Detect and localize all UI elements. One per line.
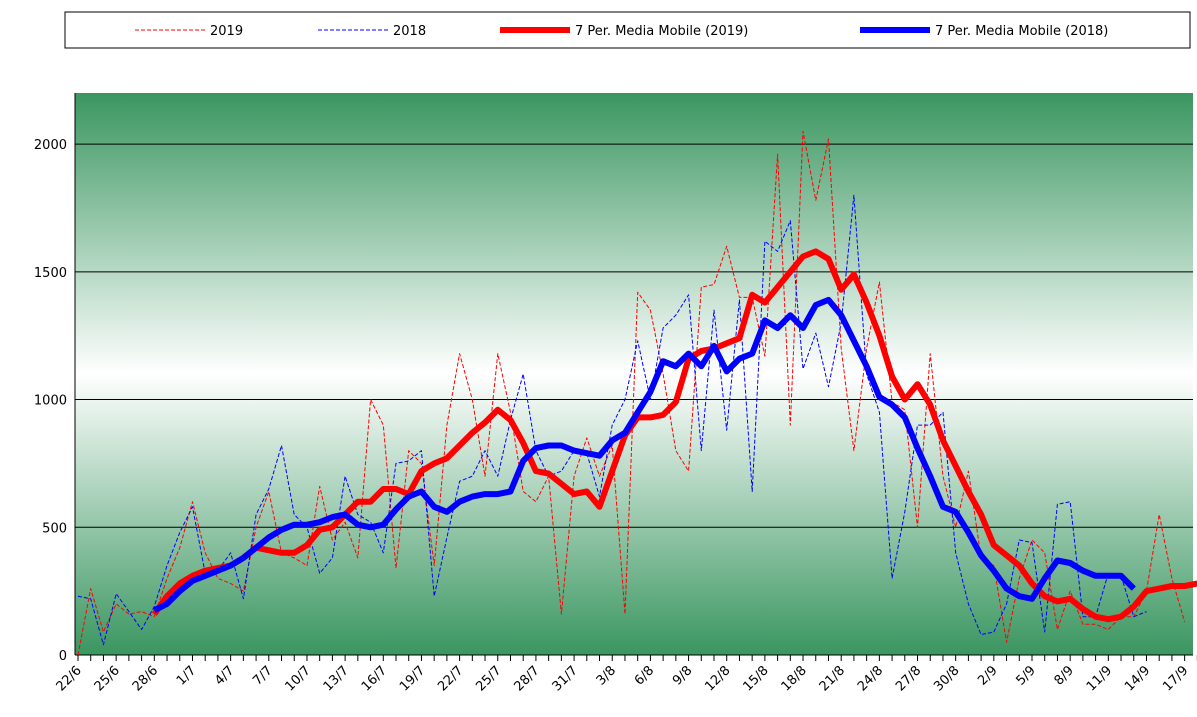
x-tick-label: 25/7 — [473, 663, 504, 694]
x-tick-label: 19/7 — [397, 663, 428, 694]
x-tick-label: 10/7 — [283, 663, 314, 694]
legend-box — [64, 11, 1191, 49]
legend-label: 2019 — [210, 24, 243, 39]
y-tick-label: 500 — [42, 521, 67, 536]
x-tick-label: 9/8 — [670, 663, 695, 688]
y-tick-label: 2000 — [34, 138, 67, 153]
x-tick-label: 3/8 — [594, 663, 619, 688]
series-line — [77, 194, 1147, 646]
x-tick-label: 27/8 — [893, 663, 924, 694]
x-tick-label: 5/9 — [1013, 663, 1038, 688]
y-tick-label: 0 — [59, 649, 67, 664]
x-tick-label: 22/7 — [435, 663, 466, 694]
x-tick-label: 17/9 — [1160, 663, 1191, 694]
series-line — [152, 296, 1136, 613]
legend-label: 7 Per. Media Mobile (2019) — [575, 24, 748, 39]
series-line — [77, 130, 1186, 656]
x-tick-label: 6/8 — [632, 663, 657, 688]
x-tick-label: 14/9 — [1122, 663, 1153, 694]
plot-area — [75, 93, 1193, 655]
x-tick-label: 25/6 — [92, 663, 123, 694]
legend-label: 7 Per. Media Mobile (2018) — [935, 24, 1108, 39]
x-tick-label: 22/6 — [54, 663, 85, 694]
x-tick-label: 31/7 — [550, 663, 581, 694]
legend-label: 2018 — [393, 24, 426, 39]
x-tick-label: 15/8 — [740, 663, 771, 694]
x-tick-label: 8/9 — [1052, 663, 1077, 688]
x-tick-label: 28/6 — [130, 663, 161, 694]
x-tick-label: 13/7 — [321, 663, 352, 694]
y-tick-label: 1000 — [34, 394, 67, 409]
x-tick-label: 28/7 — [511, 663, 542, 694]
x-tick-label: 18/8 — [779, 663, 810, 694]
x-tick-label: 11/9 — [1084, 663, 1115, 694]
x-tick-label: 2/9 — [975, 663, 1000, 688]
x-tick-label: 24/8 — [855, 663, 886, 694]
x-tick-label: 30/8 — [931, 663, 962, 694]
x-tick-label: 12/8 — [702, 663, 733, 694]
x-tick-label: 1/7 — [174, 663, 199, 688]
x-tick-label: 21/8 — [817, 663, 848, 694]
series-line — [151, 248, 1197, 623]
x-tick-label: 7/7 — [250, 663, 275, 688]
y-tick-label: 1500 — [34, 266, 67, 281]
x-tick-label: 16/7 — [359, 663, 390, 694]
x-tick-label: 4/7 — [212, 663, 237, 688]
